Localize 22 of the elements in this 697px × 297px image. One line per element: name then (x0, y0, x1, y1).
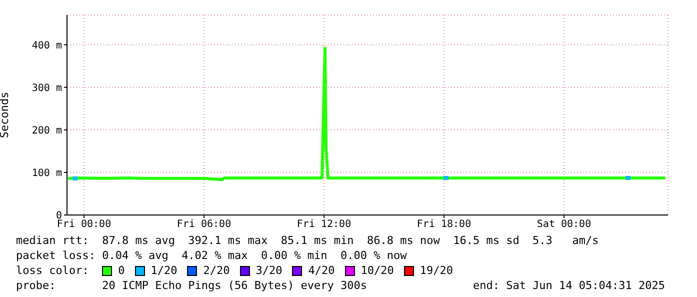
x-tick-label: Sat 00:00 (536, 219, 592, 230)
y-tick-label: 100 m (32, 168, 62, 179)
legend-label: 3/20 (256, 263, 282, 278)
x-tick-label: Fri 00:00 (56, 219, 112, 230)
x-tick-label: Fri 12:00 (296, 219, 352, 230)
text: packet loss: 0.04 % avg 4.02 % max 0.00 % min 0.00 % now (16, 248, 408, 263)
legend-label: 2/20 (203, 263, 230, 278)
x-tick-label: Fri 06:00 (176, 219, 232, 230)
legend-label: 19/20 (420, 263, 453, 278)
line-series (67, 46, 667, 182)
y-tick-label: 400 m (32, 40, 62, 52)
legend-title: loss color: (16, 263, 90, 278)
text: probe: 20 ICMP Echo Pings (56 Bytes) every 300s end: Sat Jun 14 05:04:31 2025 (16, 278, 666, 293)
text: median rtt: 87.8 ms avg 392.1 ms max 85.1 ms min 86.8 ms now 16.5 ms sd 5.3 am/s (16, 233, 600, 248)
legend-label: 4/20 (308, 263, 335, 278)
y-tick-label: 300 m (32, 82, 62, 94)
y-axis-title: Seconds (0, 92, 11, 138)
legend-label: 10/20 (360, 263, 394, 278)
x-tick-label: Fri 18:00 (416, 219, 472, 230)
legend-label: 0 (118, 263, 125, 278)
y-tick-label: 200 m (32, 125, 62, 136)
legend-label: 1/20 (150, 263, 178, 278)
